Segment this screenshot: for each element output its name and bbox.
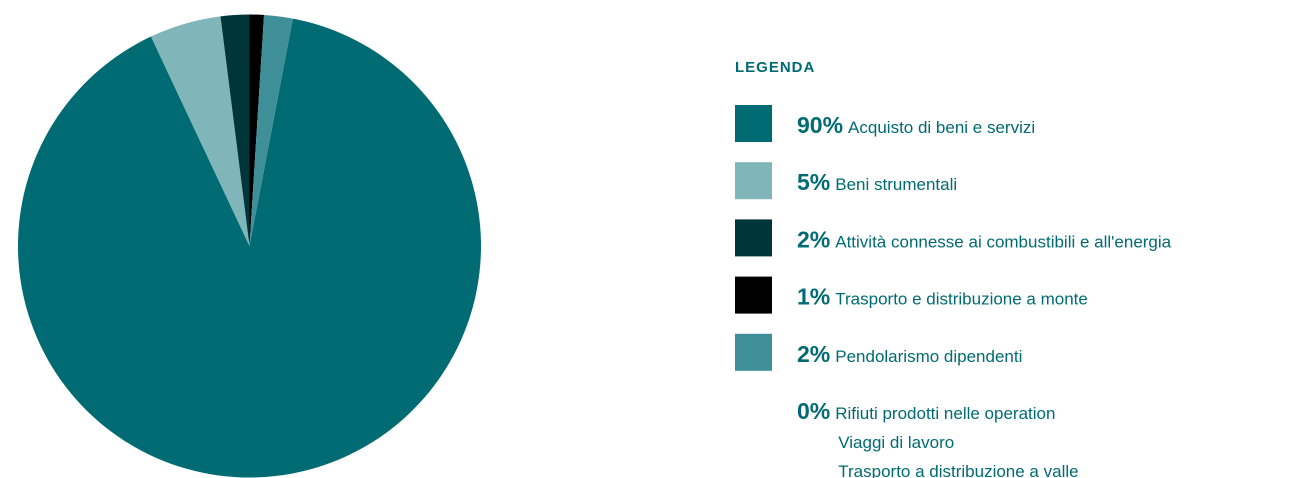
legend-swatch [735, 333, 772, 371]
legend-label: Trasporto a distribuzione a valle [838, 462, 1078, 478]
legend-swatch [735, 276, 772, 314]
legend-title: LEGENDA [735, 59, 815, 76]
pie-slice [249, 14, 293, 246]
legend-value: 90% [797, 112, 843, 138]
legend-swatch [735, 162, 772, 200]
legend-value: 2% [797, 341, 830, 367]
legend-label: Pendolarismo dipendenti [835, 347, 1022, 366]
legend-label: Trasporto e distribuzione a monte [835, 290, 1088, 309]
legend-label: Viaggi di lavoro [838, 433, 954, 452]
legend-value: 0% [797, 398, 830, 424]
legend-swatch [735, 219, 772, 257]
legend-label: Attività connesse ai combustibili e all'… [835, 232, 1171, 251]
legend-label: Acquisto di beni e servizi [848, 118, 1035, 137]
legend-value: 2% [797, 226, 830, 252]
legend-value: 5% [797, 169, 830, 195]
legend-swatch [735, 105, 772, 142]
pie-slice [220, 14, 250, 246]
legend-label: Beni strumentali [835, 175, 957, 194]
pie-slice [150, 16, 250, 247]
pie-slice [249, 14, 265, 246]
legend-value: 1% [797, 284, 830, 310]
legend-label: Rifiuti prodotti nelle operation [835, 404, 1055, 423]
pie-slice [18, 18, 482, 478]
